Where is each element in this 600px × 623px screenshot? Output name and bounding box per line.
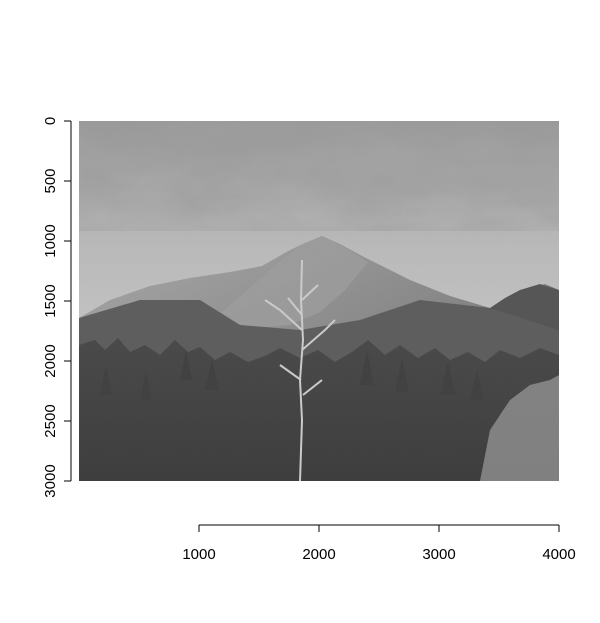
y-tick-label: 500 [42,168,59,193]
x-tick-label: 1000 [182,546,215,563]
image-texture [79,121,559,481]
x-tick-label: 3000 [422,546,455,563]
grayscale-image [79,121,559,481]
x-tick-label: 4000 [542,546,575,563]
y-tick-label: 1000 [42,224,59,257]
y-tick-label: 0 [42,117,59,125]
y-tick-label: 3000 [42,464,59,497]
y-axis: 0 500 1000 1500 2000 2500 3000 [42,117,72,498]
x-tick-label: 2000 [302,546,335,563]
y-tick-label: 1500 [42,284,59,317]
y-tick-label: 2000 [42,344,59,377]
y-tick-label: 2500 [42,404,59,437]
x-axis: 1000 2000 3000 4000 [182,524,576,563]
